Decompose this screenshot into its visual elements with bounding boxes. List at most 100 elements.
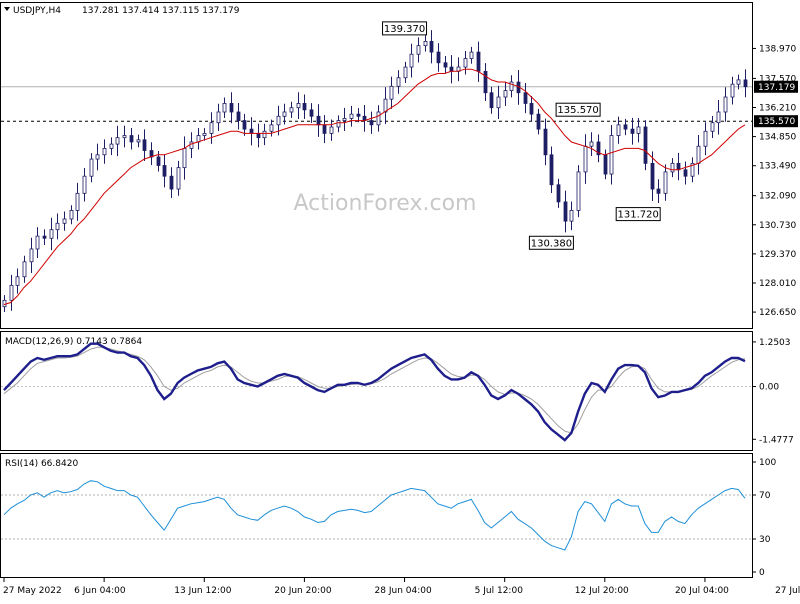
candle — [349, 105, 354, 127]
candle-body — [49, 229, 54, 239]
candle-body — [229, 103, 234, 113]
candle — [556, 178, 561, 208]
candle-body — [269, 124, 274, 132]
rsi-tick-label: 30 — [759, 535, 771, 545]
price-tick-label: 126.650 — [759, 308, 796, 318]
candle-body — [549, 154, 554, 186]
time-tick-label: 20 Jun 20:00 — [274, 586, 331, 596]
axis-layer: 138.970 137.570 136.210 134.850 133.490 132.0… — [3, 44, 800, 596]
candle-body — [690, 162, 695, 177]
candle — [216, 103, 221, 131]
candle-body — [723, 96, 728, 113]
price-panel[interactable] — [0, 2, 753, 329]
current-price-badge: 137.179 — [754, 80, 798, 93]
rsi-panel[interactable] — [0, 453, 753, 578]
candle-body — [569, 210, 574, 222]
price-tick-label: 132.090 — [759, 192, 796, 202]
candle-body — [663, 171, 668, 194]
annotation-label: 135.570 — [557, 105, 598, 116]
time-tick-label: 27 Jul 12:00 — [775, 586, 800, 596]
candle — [576, 165, 581, 218]
candle — [109, 137, 114, 156]
annotation-box — [382, 21, 428, 36]
candle — [436, 43, 441, 72]
candle — [129, 128, 134, 150]
candle — [69, 205, 74, 225]
candle — [683, 161, 688, 185]
candle-body — [696, 145, 701, 164]
candle-body — [75, 192, 80, 211]
candle — [82, 167, 87, 202]
candle — [236, 103, 241, 130]
candle-body — [423, 40, 428, 47]
candle-body — [536, 113, 541, 130]
candle — [162, 154, 167, 188]
candle-body — [483, 70, 488, 94]
candle-body — [436, 51, 441, 64]
candle — [209, 112, 214, 144]
candle — [42, 229, 47, 246]
candle-body — [276, 115, 281, 126]
candle — [443, 56, 448, 74]
level-badge: 135.570 — [754, 115, 798, 128]
candle — [262, 123, 267, 146]
candle-body — [636, 126, 641, 134]
candle-body — [463, 58, 468, 68]
candle-body — [396, 77, 401, 87]
candle-body — [556, 184, 561, 203]
candle — [503, 81, 508, 107]
candle — [483, 63, 488, 101]
candle-body — [523, 92, 528, 104]
candle-body — [623, 124, 628, 130]
candle — [49, 217, 54, 251]
macd-label: MACD(12,26,9) 0.7143 0.7864 — [5, 337, 142, 347]
candle-body — [89, 158, 94, 177]
candle — [656, 179, 661, 204]
candle-body — [509, 81, 514, 92]
candle — [710, 115, 715, 139]
candle — [62, 211, 67, 231]
macd-panel[interactable] — [0, 331, 753, 451]
candle-body — [429, 40, 434, 53]
candle-body — [9, 284, 14, 301]
candle-body — [356, 113, 361, 117]
candle-body — [650, 162, 655, 190]
candle-body — [136, 139, 141, 143]
candle-body — [82, 175, 87, 194]
dropdown-triangle-icon[interactable] — [4, 7, 10, 11]
candle — [29, 237, 34, 274]
level-badge-text: 135.570 — [758, 117, 795, 127]
candle-body — [109, 143, 114, 149]
candle-body — [322, 124, 327, 134]
candle — [429, 30, 434, 64]
annotation-box — [555, 102, 601, 117]
candle — [336, 115, 341, 133]
candle-body — [236, 111, 241, 121]
candle-body — [302, 103, 307, 111]
annotation-box — [528, 235, 574, 250]
candle-body — [95, 154, 100, 160]
candle — [329, 119, 334, 141]
annotation-label: 139.370 — [384, 24, 425, 35]
candle-body — [129, 135, 134, 143]
rsi-tick-label: 0 — [759, 568, 765, 578]
candle — [723, 87, 728, 122]
candle-body — [443, 62, 448, 68]
candle — [463, 51, 468, 75]
rsi-layer — [1, 480, 752, 551]
price-tick-label: 130.730 — [759, 221, 796, 231]
candle — [376, 105, 381, 132]
candle — [636, 117, 641, 143]
candle-body — [249, 128, 254, 134]
candle-body — [216, 111, 221, 124]
candle — [563, 190, 568, 233]
candle — [596, 134, 601, 163]
time-tick-label: 20 Jul 04:00 — [675, 586, 729, 596]
candle — [356, 108, 361, 123]
candle-body — [115, 137, 120, 145]
candle-body — [503, 90, 508, 98]
candle-body — [389, 85, 394, 100]
candle — [730, 76, 735, 105]
candle-body — [409, 53, 414, 68]
